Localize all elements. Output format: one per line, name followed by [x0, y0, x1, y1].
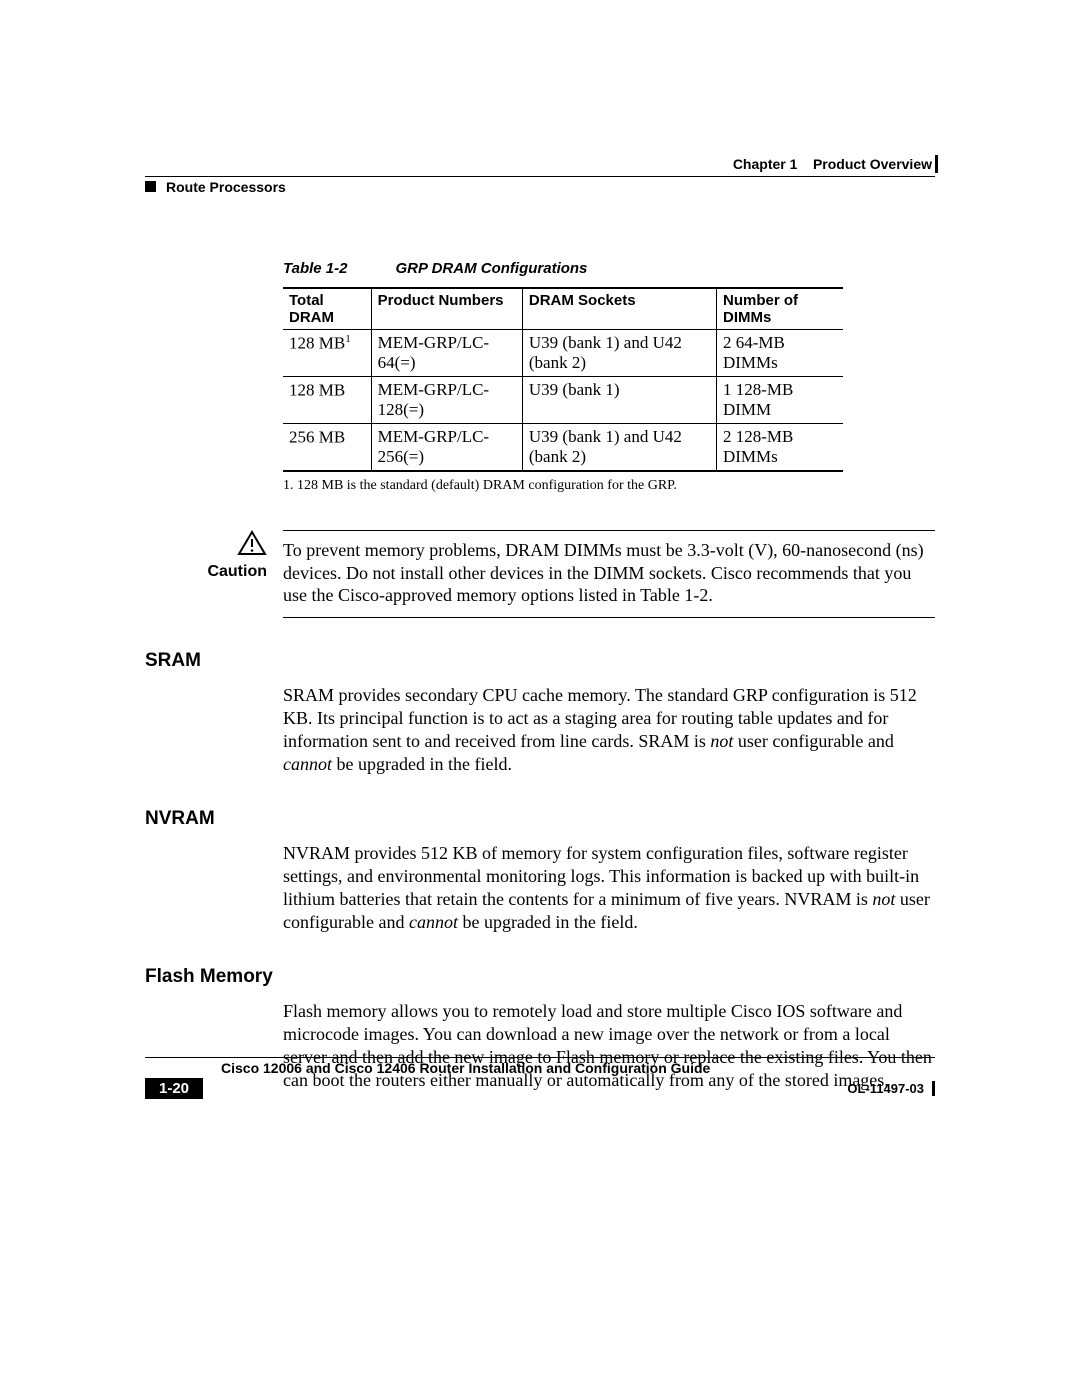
caution-rule-top — [283, 530, 935, 531]
header-bar-icon — [935, 155, 938, 173]
cell-sockets: U39 (bank 1) — [522, 377, 716, 424]
cell-total: 128 MB — [283, 377, 371, 424]
col-product-numbers: Product Numbers — [371, 288, 522, 330]
cell-sockets: U39 (bank 1) and U42 (bank 2) — [522, 424, 716, 472]
sram-ital2: cannot — [283, 754, 332, 774]
table-caption: Table 1-2 GRP DRAM Configurations — [283, 260, 935, 277]
nvram-pre: NVRAM provides 512 KB of memory for syst… — [283, 843, 919, 909]
table-row: 128 MB MEM-GRP/LC-128(=) U39 (bank 1) 1 … — [283, 377, 843, 424]
cell-product: MEM-GRP/LC-64(=) — [371, 330, 522, 377]
caution-block: Caution To prevent memory problems, DRAM… — [145, 530, 935, 618]
sram-paragraph: SRAM provides secondary CPU cache memory… — [283, 684, 935, 776]
nvram-post: be upgraded in the field. — [458, 912, 638, 932]
col-number-dimms: Number of DIMMs — [716, 288, 843, 330]
caution-label: Caution — [207, 563, 267, 580]
nvram-ital1: not — [872, 889, 895, 909]
page-footer: Cisco 12006 and Cisco 12406 Router Insta… — [145, 1057, 935, 1099]
chapter-header: Chapter 1 Product Overview — [733, 156, 932, 172]
cell-dimms: 1 128-MB DIMM — [716, 377, 843, 424]
nvram-ital2: cannot — [409, 912, 458, 932]
cell-total-sup: 1 — [345, 333, 351, 345]
table-caption-label: Table 1-2 — [283, 260, 347, 277]
table-footnote: 1. 128 MB is the standard (default) DRAM… — [283, 478, 935, 494]
sram-mid: user configurable and — [733, 731, 893, 751]
col-total-dram: Total DRAM — [283, 288, 371, 330]
cell-total-text: 128 MB — [289, 334, 345, 353]
table-row: 256 MB MEM-GRP/LC-256(=) U39 (bank 1) an… — [283, 424, 843, 472]
dram-config-table: Total DRAM Product Numbers DRAM Sockets … — [283, 287, 843, 472]
col-dram-sockets: DRAM Sockets — [522, 288, 716, 330]
footer-rule — [145, 1057, 935, 1058]
caution-icon — [237, 530, 267, 561]
header-rule — [145, 176, 935, 177]
table-header-row: Total DRAM Product Numbers DRAM Sockets … — [283, 288, 843, 330]
nvram-paragraph: NVRAM provides 512 KB of memory for syst… — [283, 842, 935, 934]
cell-total: 256 MB — [283, 424, 371, 472]
chapter-label: Chapter 1 — [733, 156, 798, 172]
table-row: 128 MB1 MEM-GRP/LC-64(=) U39 (bank 1) an… — [283, 330, 843, 377]
section-marker-icon — [145, 181, 156, 192]
sram-ital1: not — [710, 731, 733, 751]
footer-bar-icon — [932, 1081, 935, 1096]
flash-heading: Flash Memory — [145, 966, 935, 988]
caution-rule-bottom — [283, 617, 935, 618]
page-number: 1-20 — [145, 1078, 203, 1099]
sram-post: be upgraded in the field. — [332, 754, 512, 774]
cell-dimms: 2 128-MB DIMMs — [716, 424, 843, 472]
cell-product: MEM-GRP/LC-256(=) — [371, 424, 522, 472]
cell-sockets: U39 (bank 1) and U42 (bank 2) — [522, 330, 716, 377]
sram-heading: SRAM — [145, 650, 935, 672]
running-section: Route Processors — [166, 179, 286, 195]
cell-product: MEM-GRP/LC-128(=) — [371, 377, 522, 424]
cell-total: 128 MB1 — [283, 330, 371, 377]
footer-guide-title: Cisco 12006 and Cisco 12406 Router Insta… — [221, 1060, 935, 1076]
table-caption-title: GRP DRAM Configurations — [395, 260, 587, 277]
nvram-heading: NVRAM — [145, 808, 935, 830]
caution-text: To prevent memory problems, DRAM DIMMs m… — [283, 539, 935, 607]
cell-dimms: 2 64-MB DIMMs — [716, 330, 843, 377]
chapter-title-text: Product Overview — [813, 156, 932, 172]
cell-total-text: 128 MB — [289, 381, 345, 400]
cell-total-text: 256 MB — [289, 428, 345, 447]
document-number: OL-11497-03 — [847, 1081, 924, 1096]
